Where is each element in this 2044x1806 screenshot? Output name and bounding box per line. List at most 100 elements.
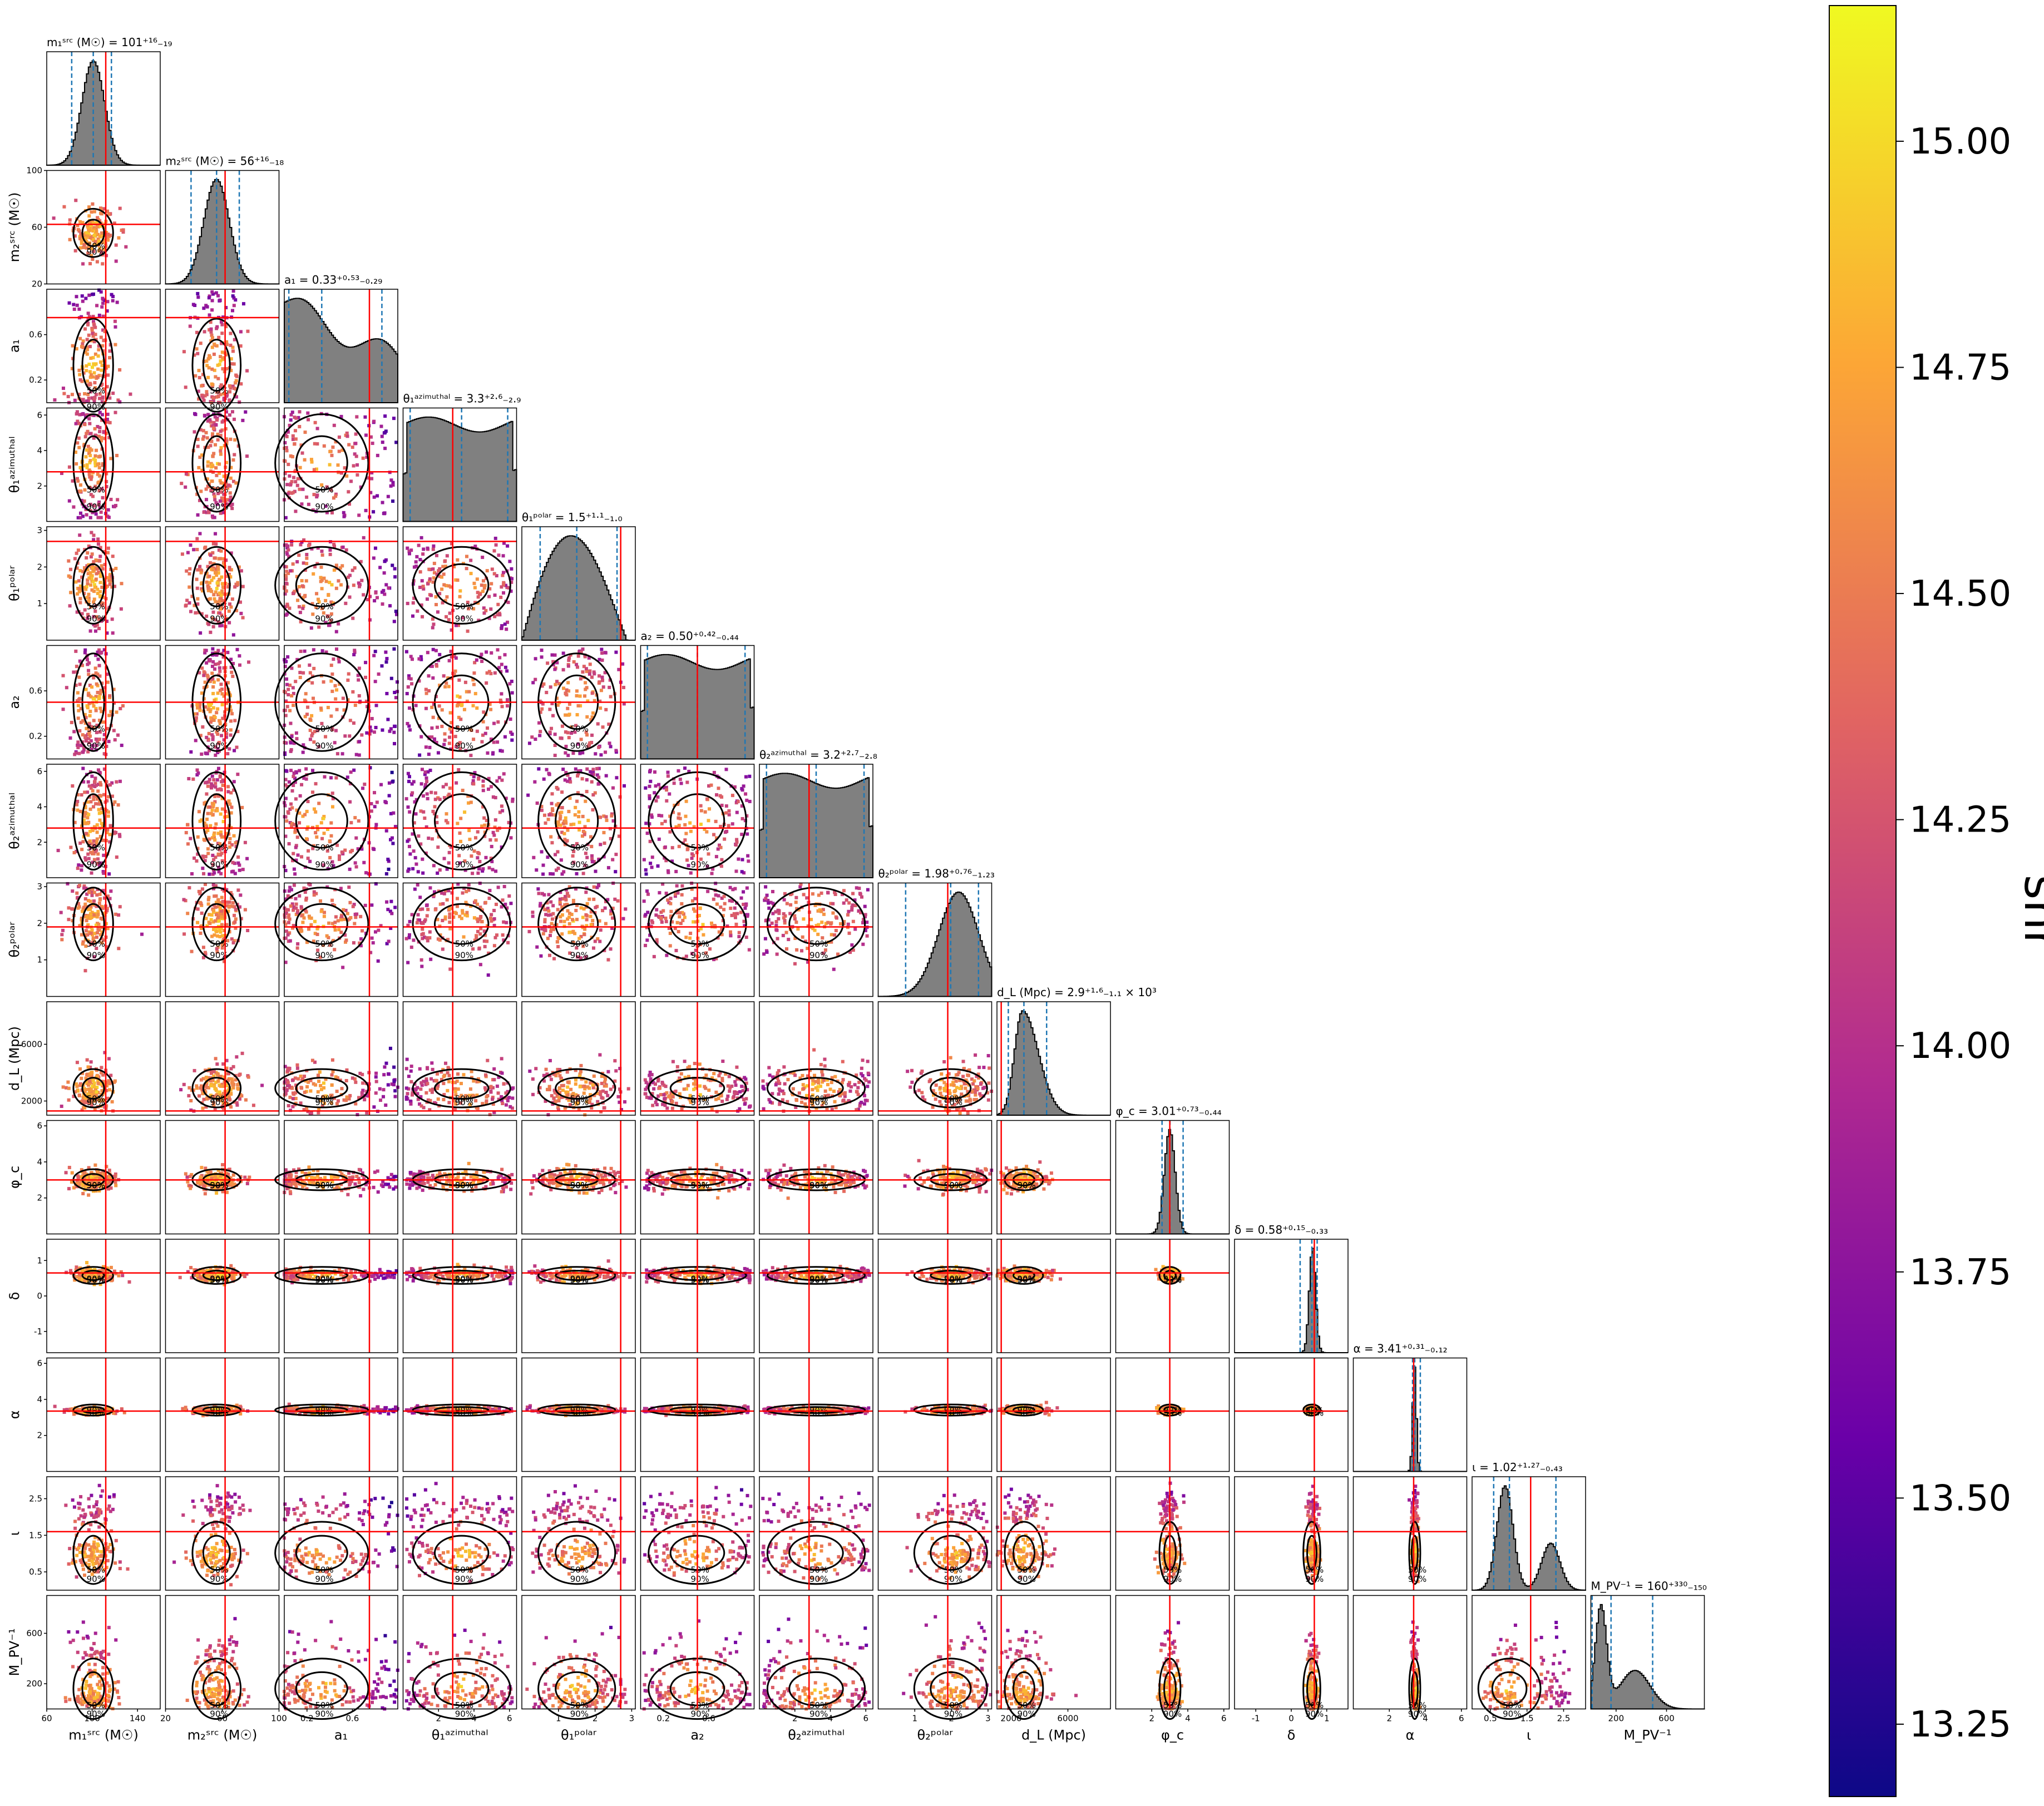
snr-point: [296, 853, 300, 857]
snr-point: [644, 913, 648, 917]
snr-point: [485, 681, 488, 685]
snr-point: [534, 737, 537, 741]
snr-point: [92, 234, 96, 237]
snr-point: [184, 385, 187, 389]
snr-point: [236, 888, 240, 892]
snr-point: [61, 707, 65, 711]
snr-point: [298, 769, 302, 773]
snr-point: [728, 899, 732, 903]
snr-point: [533, 780, 537, 784]
snr-point: [477, 592, 481, 596]
snr-point: [302, 604, 305, 608]
snr-point: [200, 384, 204, 388]
snr-point: [416, 609, 419, 613]
snr-point: [286, 933, 290, 937]
snr-point: [597, 775, 601, 779]
snr-point: [90, 552, 94, 556]
snr-point: [195, 347, 199, 351]
snr-point: [118, 368, 122, 372]
snr-point: [338, 566, 342, 570]
snr-point: [284, 575, 288, 579]
snr-point: [324, 621, 328, 625]
contour-label-50: 50%: [87, 485, 105, 495]
snr-point: [543, 908, 547, 912]
snr-point: [92, 805, 96, 809]
snr-point: [744, 775, 748, 779]
contour-50: [433, 563, 490, 607]
contour-label-90: 90%: [87, 402, 105, 412]
snr-point: [712, 770, 716, 774]
snr-point: [606, 866, 610, 870]
snr-point: [80, 498, 83, 502]
snr-point: [585, 918, 589, 922]
snr-point: [224, 322, 228, 326]
snr-point: [283, 605, 287, 609]
snr-point: [330, 672, 334, 676]
snr-point: [216, 294, 220, 298]
snr-point: [343, 734, 347, 738]
snr-point: [92, 340, 96, 344]
snr-point: [309, 626, 313, 630]
snr-point: [225, 502, 229, 506]
snr-point: [487, 616, 491, 620]
snr-point: [328, 624, 332, 627]
snr-point: [299, 620, 303, 624]
snr-point: [189, 543, 192, 547]
snr-point: [210, 345, 214, 349]
snr-point: [550, 792, 554, 796]
contour-label-90: 90%: [87, 860, 105, 870]
snr-point: [210, 290, 214, 294]
snr-point: [209, 824, 213, 828]
snr-point: [575, 713, 579, 717]
snr-point: [297, 553, 301, 557]
snr-point: [313, 919, 317, 923]
snr-point: [140, 932, 144, 936]
snr-point: [337, 858, 341, 862]
snr-point: [435, 725, 439, 729]
snr-point: [99, 439, 103, 443]
snr-point: [228, 384, 231, 388]
snr-point: [392, 730, 396, 734]
snr-point: [740, 833, 744, 837]
snr-point: [100, 251, 103, 255]
snr-point: [684, 799, 688, 803]
snr-point: [332, 542, 336, 546]
snr-point: [117, 913, 121, 917]
snr-point: [477, 619, 481, 622]
snr-point: [352, 464, 356, 468]
snr-point: [558, 817, 562, 821]
snr-point: [690, 852, 694, 856]
snr-point: [124, 245, 128, 249]
snr-point: [97, 808, 101, 812]
snr-point: [733, 887, 737, 890]
snr-point: [421, 857, 424, 861]
snr-point: [89, 574, 93, 578]
snr-point: [184, 831, 188, 835]
contour-90: [274, 546, 369, 625]
snr-point: [327, 593, 330, 597]
snr-point: [88, 422, 92, 425]
snr-point: [88, 375, 92, 379]
snr-point: [88, 516, 92, 519]
snr-point: [654, 784, 658, 788]
snr-point: [471, 704, 475, 707]
contour-90: [274, 413, 369, 513]
snr-point: [229, 503, 233, 507]
snr-point: [206, 413, 210, 417]
snr-point: [61, 928, 65, 932]
snr-point: [222, 511, 226, 514]
snr-point: [716, 847, 720, 851]
snr-point: [342, 511, 345, 514]
snr-point: [201, 946, 205, 949]
snr-point: [93, 386, 97, 390]
snr-point: [441, 947, 445, 951]
snr-point: [585, 790, 589, 794]
snr-point: [286, 655, 290, 659]
snr-point: [571, 751, 575, 755]
snr-point: [283, 441, 287, 444]
snr-point: [195, 859, 199, 863]
snr-point: [76, 592, 80, 596]
snr-point: [699, 823, 703, 827]
snr-point: [819, 891, 823, 895]
snr-point: [116, 398, 120, 402]
